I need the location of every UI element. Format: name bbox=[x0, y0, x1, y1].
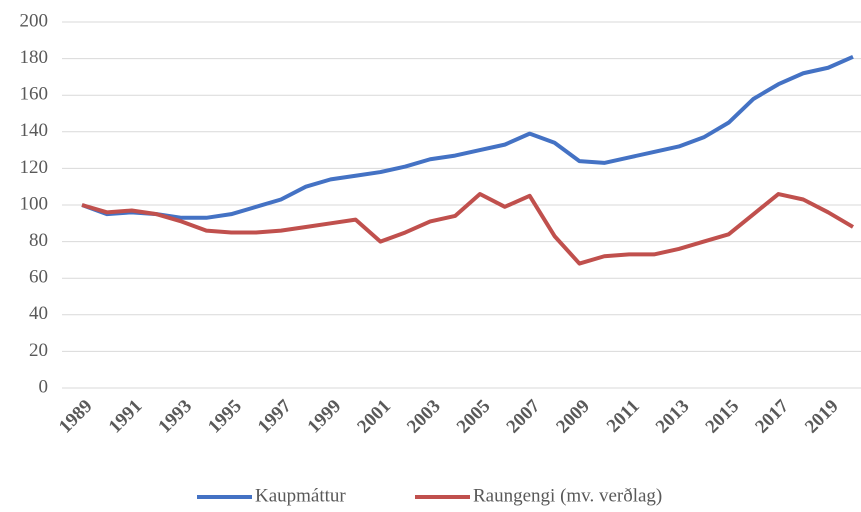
x-tick-label: 1999 bbox=[304, 396, 346, 438]
x-tick-label: 2013 bbox=[652, 396, 694, 438]
x-tick-label: 2001 bbox=[353, 396, 395, 438]
y-tick-label: 40 bbox=[29, 303, 48, 324]
legend-label: Raungengi (mv. verðlag) bbox=[473, 485, 662, 506]
x-tick-label: 2003 bbox=[403, 396, 445, 438]
x-tick-label: 2009 bbox=[552, 396, 594, 438]
y-tick-label: 100 bbox=[20, 193, 49, 214]
x-tick-label: 1997 bbox=[254, 395, 296, 437]
x-tick-label: 2015 bbox=[702, 396, 744, 438]
series-line bbox=[81, 192, 855, 266]
y-tick-label: 180 bbox=[20, 47, 49, 68]
x-tick-label: 2019 bbox=[801, 396, 843, 438]
y-tick-label: 160 bbox=[20, 84, 49, 105]
y-tick-label: 120 bbox=[20, 157, 49, 178]
y-tick-label: 200 bbox=[20, 10, 49, 31]
x-tick-label: 1993 bbox=[154, 396, 196, 438]
series-line bbox=[81, 54, 854, 220]
x-tick-label: 2011 bbox=[603, 396, 644, 437]
y-tick-label: 140 bbox=[20, 120, 49, 141]
y-tick-label: 20 bbox=[29, 340, 48, 361]
y-tick-label: 80 bbox=[29, 230, 48, 251]
x-tick-label: 2007 bbox=[503, 395, 545, 437]
x-tick-label: 1989 bbox=[55, 396, 97, 438]
x-tick-label: 1995 bbox=[204, 396, 246, 438]
x-tick-label: 1991 bbox=[105, 396, 147, 438]
x-tick-label: 2017 bbox=[751, 395, 793, 437]
y-tick-label: 60 bbox=[29, 267, 48, 288]
y-tick-label: 0 bbox=[39, 376, 49, 397]
x-tick-label: 2005 bbox=[453, 396, 495, 438]
legend-label: Kaupmáttur bbox=[255, 485, 346, 506]
